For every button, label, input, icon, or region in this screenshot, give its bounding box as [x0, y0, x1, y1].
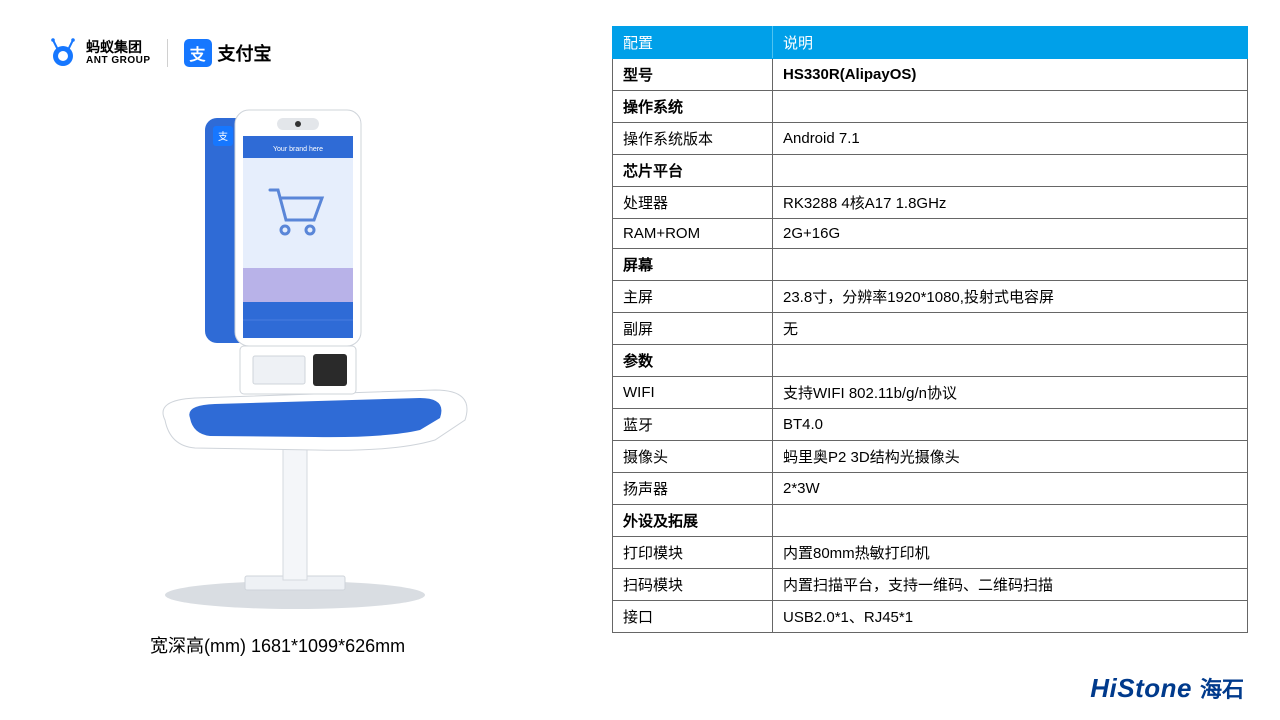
- spec-key: WIFI: [613, 377, 773, 409]
- spec-key: 接口: [613, 601, 773, 633]
- spec-value: BT4.0: [773, 409, 1248, 441]
- section-value: [773, 505, 1248, 537]
- footer-brand: HiStone 海石: [1090, 672, 1244, 704]
- spec-value: 蚂里奥P2 3D结构光摄像头: [773, 441, 1248, 473]
- spec-key: 主屏: [613, 281, 773, 313]
- spec-value: 2G+16G: [773, 219, 1248, 249]
- alipay-badge-icon: 支: [184, 39, 212, 67]
- section-key: 屏幕: [613, 249, 773, 281]
- spec-value: Android 7.1: [773, 123, 1248, 155]
- spec-key: 摄像头: [613, 441, 773, 473]
- spec-value: HS330R(AlipayOS): [773, 59, 1248, 91]
- section-key: 外设及拓展: [613, 505, 773, 537]
- table-header-row: 配置 说明: [613, 27, 1248, 59]
- section-value: [773, 155, 1248, 187]
- table-row: 接口USB2.0*1、RJ45*1: [613, 601, 1248, 633]
- alipay-text: 支付宝: [218, 40, 272, 66]
- spec-key: 处理器: [613, 187, 773, 219]
- spec-key: RAM+ROM: [613, 219, 773, 249]
- spec-key: 副屏: [613, 313, 773, 345]
- spec-key: 操作系统版本: [613, 123, 773, 155]
- screen-brand-text: Your brand here: [273, 146, 323, 153]
- table-row: 操作系统版本Android 7.1: [613, 123, 1248, 155]
- section-key: 芯片平台: [613, 155, 773, 187]
- table-row: WIFI支持WIFI 802.11b/g/n协议: [613, 377, 1248, 409]
- spec-key: 扬声器: [613, 473, 773, 505]
- spec-value: USB2.0*1、RJ45*1: [773, 601, 1248, 633]
- section-value: [773, 249, 1248, 281]
- table-header-desc: 说明: [773, 27, 1248, 59]
- table-row: RAM+ROM2G+16G: [613, 219, 1248, 249]
- ant-name-cn: 蚂蚁集团: [86, 40, 151, 55]
- table-row: 副屏无: [613, 313, 1248, 345]
- section-key: 参数: [613, 345, 773, 377]
- table-header-config: 配置: [613, 27, 773, 59]
- table-row: 参数: [613, 345, 1248, 377]
- table-row: 扬声器2*3W: [613, 473, 1248, 505]
- table-row: 操作系统: [613, 91, 1248, 123]
- table-row: 外设及拓展: [613, 505, 1248, 537]
- section-value: [773, 91, 1248, 123]
- spec-value: 内置80mm热敏打印机: [773, 537, 1248, 569]
- table-row: 屏幕: [613, 249, 1248, 281]
- spec-key: 型号: [613, 59, 773, 91]
- histone-en: HiStone: [1090, 673, 1192, 704]
- table-row: 摄像头蚂里奥P2 3D结构光摄像头: [613, 441, 1248, 473]
- spec-value: 内置扫描平台，支持一维码、二维码扫描: [773, 569, 1248, 601]
- product-illustration: Your brand here 支: [135, 100, 485, 610]
- table-row: 型号HS330R(AlipayOS): [613, 59, 1248, 91]
- spec-value: 支持WIFI 802.11b/g/n协议: [773, 377, 1248, 409]
- table-row: 处理器RK3288 4核A17 1.8GHz: [613, 187, 1248, 219]
- spec-table: 配置 说明 型号HS330R(AlipayOS)操作系统操作系统版本Androi…: [612, 26, 1248, 633]
- svg-text:支: 支: [218, 131, 228, 143]
- alipay-logo: 支 支付宝: [184, 39, 272, 67]
- histone-cn: 海石: [1200, 672, 1244, 704]
- table-row: 扫码模块内置扫描平台，支持一维码、二维码扫描: [613, 569, 1248, 601]
- logo-divider: [167, 39, 168, 67]
- spec-key: 蓝牙: [613, 409, 773, 441]
- table-row: 蓝牙BT4.0: [613, 409, 1248, 441]
- ant-group-logo: 蚂蚁集团 ANT GROUP: [48, 38, 151, 68]
- spec-key: 扫码模块: [613, 569, 773, 601]
- section-value: [773, 345, 1248, 377]
- table-row: 芯片平台: [613, 155, 1248, 187]
- dimensions-label: 宽深高(mm) 1681*1099*626mm: [150, 632, 405, 658]
- ant-name-en: ANT GROUP: [86, 55, 151, 66]
- ant-icon: [48, 38, 78, 68]
- spec-key: 打印模块: [613, 537, 773, 569]
- section-key: 操作系统: [613, 91, 773, 123]
- table-row: 主屏23.8寸，分辨率1920*1080,投射式电容屏: [613, 281, 1248, 313]
- table-row: 打印模块内置80mm热敏打印机: [613, 537, 1248, 569]
- spec-value: 2*3W: [773, 473, 1248, 505]
- logo-bar: 蚂蚁集团 ANT GROUP 支 支付宝: [48, 38, 272, 68]
- spec-value: RK3288 4核A17 1.8GHz: [773, 187, 1248, 219]
- spec-value: 无: [773, 313, 1248, 345]
- spec-value: 23.8寸，分辨率1920*1080,投射式电容屏: [773, 281, 1248, 313]
